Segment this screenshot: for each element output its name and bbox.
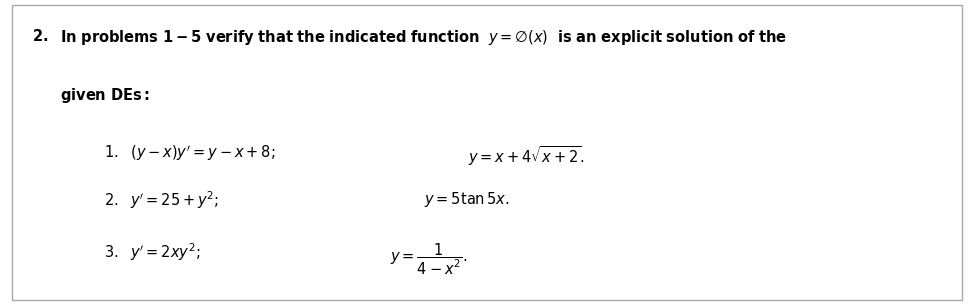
Text: $3.\ \ y' = 2xy^{2};$: $3.\ \ y' = 2xy^{2};$ [104,242,201,263]
Text: $\mathbf{2.}$: $\mathbf{2.}$ [32,28,49,43]
Text: $\mathbf{In\ problems\ 1-5\ verify\ that\ the\ indicated\ function}$$\ \ y = \va: $\mathbf{In\ problems\ 1-5\ verify\ that… [60,28,788,47]
Text: $y = 5\tan 5x.$: $y = 5\tan 5x.$ [424,190,509,209]
Text: $y = \dfrac{1}{4-x^{2}}.$: $y = \dfrac{1}{4-x^{2}}.$ [390,242,468,277]
Text: $2.\ \ y' = 25 + y^{2};$: $2.\ \ y' = 25 + y^{2};$ [104,190,219,211]
FancyBboxPatch shape [12,5,962,300]
Text: $\mathbf{given\ DEs:}$: $\mathbf{given\ DEs:}$ [60,86,150,105]
Text: $1.\ \ (y-x)y' = y-x+8;$: $1.\ \ (y-x)y' = y-x+8;$ [104,144,276,163]
Text: $y = x + 4\sqrt{x+2}.$: $y = x + 4\sqrt{x+2}.$ [468,144,584,168]
